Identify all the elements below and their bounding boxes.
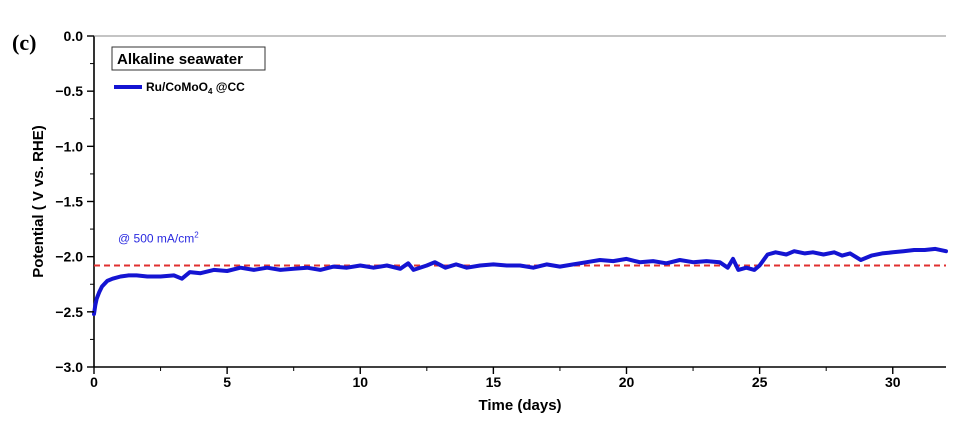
tick-layer: 0 5 10 15 20 25 30 0.0 −0.5 −1.0 −1.5 −2.0 −2.5 −3.0 [55, 28, 900, 390]
legend-title: Alkaline seawater [117, 51, 243, 68]
y-tick-label-0: 0.0 [64, 28, 84, 44]
panel-label: (c) [12, 30, 37, 55]
legend-entry: Ru/CoMoO4 @CC [146, 80, 245, 96]
x-tick-label-5: 25 [752, 374, 768, 390]
y-tick-label-2: −1.0 [55, 138, 83, 154]
y-tick-label-1: −0.5 [55, 83, 83, 99]
annotation-superscript: 2 [194, 230, 199, 239]
legend-title-box [111, 46, 266, 71]
y-axis-title: Potential ( V vs. RHE) [30, 125, 47, 278]
legend-entry-tail: @CC [212, 80, 245, 94]
x-tick-label-6: 30 [885, 374, 901, 390]
y-tick-label-6: −3.0 [55, 359, 83, 375]
series-layer [92, 246, 948, 316]
x-tick-label-4: 20 [619, 374, 635, 390]
y-tick-label-3: −1.5 [55, 194, 83, 210]
x-tick-label-0: 0 [90, 374, 98, 390]
series-line-0 [92, 246, 948, 316]
legend: Alkaline seawater Ru/CoMoO4 @CC [111, 46, 266, 96]
x-tick-label-2: 10 [352, 374, 368, 390]
y-tick-label-5: −2.5 [55, 304, 83, 320]
current-density-annotation: @ 500 mA/cm2 [118, 230, 199, 245]
x-tick-label-1: 5 [223, 374, 231, 390]
y-tick-label-4: −2.0 [55, 249, 83, 265]
x-tick-label-3: 15 [486, 374, 502, 390]
x-axis-title: Time (days) [478, 397, 561, 414]
annotation-main: @ 500 mA/cm [118, 231, 194, 245]
legend-entry-main: Ru/CoMoO [146, 80, 208, 94]
legend-entry-subscript: 4 [208, 87, 213, 96]
